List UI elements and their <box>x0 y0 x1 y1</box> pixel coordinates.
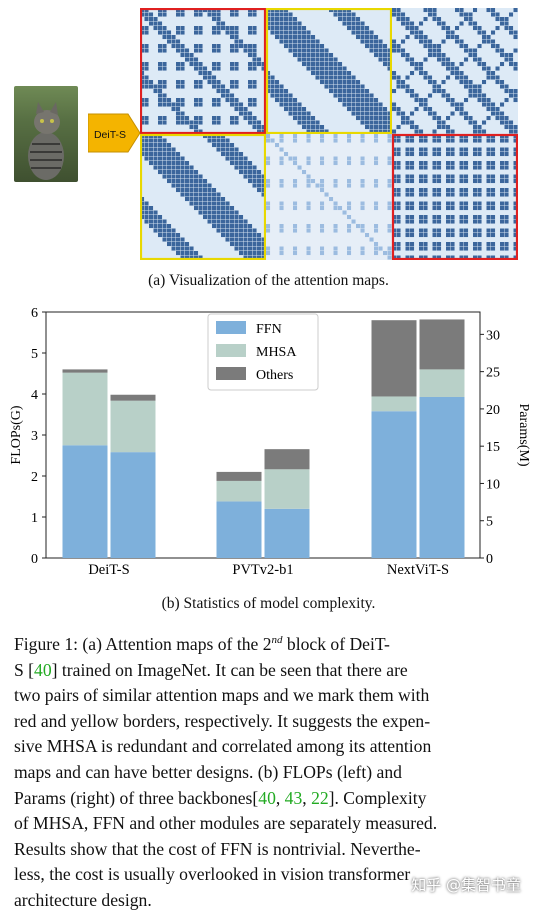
text-line: maps and can have better designs. (b) FL… <box>14 761 402 782</box>
y-tick-label-right: 20 <box>486 403 500 418</box>
bar-flops-others <box>62 369 108 373</box>
bar-params-mhsa <box>264 469 310 509</box>
cat-image <box>14 86 78 182</box>
y-tick-label-right: 30 <box>486 328 500 343</box>
y-tick-label-left: 4 <box>31 388 38 403</box>
attention-maps-grid <box>140 8 518 260</box>
chart-svg: 0 1 2 3 4 5 6 0 5 10 15 20 25 30 FLOPs(G) Params(M) DeiT… <box>9 306 531 578</box>
text-line: less, the cost is usually overlooked in … <box>14 864 411 885</box>
attention-map <box>265 8 393 135</box>
highlight-border <box>140 133 267 260</box>
bar-params-others <box>419 319 465 370</box>
y-tick-label-right: 10 <box>486 477 500 492</box>
bar-params-mhsa <box>110 400 156 453</box>
y-tick-label-right: 25 <box>486 366 500 381</box>
attention-map <box>266 134 392 260</box>
citation-link[interactable]: 43 <box>284 787 303 808</box>
citation-link[interactable]: 40 <box>258 787 276 808</box>
highlight-border <box>391 133 518 260</box>
caption-b: (b) Statistics of model complexity. <box>161 595 376 612</box>
y-tick-label-right: 15 <box>486 440 500 455</box>
attention-map-figure: DeiT-S (a) Visualization of the attentio… <box>0 0 537 300</box>
citation-link[interactable]: 40 <box>34 659 52 680</box>
bar-params-others <box>110 394 156 401</box>
legend-swatch <box>216 344 246 357</box>
y-tick-label-left: 1 <box>31 511 38 526</box>
y-tick-label-left: 5 <box>31 347 38 362</box>
attention-map <box>391 133 518 260</box>
legend-swatch <box>216 321 246 334</box>
y-tick-label-left: 3 <box>31 429 38 444</box>
text-line: Figure 1: (a) Attention maps of the 2nd … <box>14 634 390 654</box>
figure-caption-text: Figure 1: (a) Attention maps of the 2nd … <box>14 628 524 914</box>
bar-flops-ffn <box>62 445 108 558</box>
bar-flops-mhsa <box>62 372 108 446</box>
text-line: architecture design. <box>14 889 152 910</box>
y-tick-label-right: 5 <box>486 515 493 530</box>
caption-a: (a) Visualization of the attention maps. <box>148 272 389 289</box>
bar-params-others <box>264 449 310 470</box>
x-tick-label: PVTv2-b1 <box>232 562 293 578</box>
text-line: two pairs of similar attention maps and … <box>14 685 430 706</box>
text-line: Results show that the cost of FFN is non… <box>14 838 421 859</box>
y-tick-label-right: 0 <box>486 552 493 567</box>
legend-label: FFN <box>256 322 282 337</box>
text-line: S [40] trained on ImageNet. It can be se… <box>14 659 408 680</box>
bar-flops-mhsa <box>371 396 417 412</box>
bar-params-ffn <box>110 452 156 558</box>
y-axis-label-right: Params(M) <box>516 404 531 467</box>
bar-flops-others <box>216 471 262 481</box>
bar-params-ffn <box>264 508 310 558</box>
watermark: 知乎 @集智书童 <box>411 876 521 894</box>
bar-params-mhsa <box>419 369 465 397</box>
text-line: sive MHSA is redundant and correlated am… <box>14 736 432 757</box>
y-tick-label-left: 0 <box>31 552 38 567</box>
attention-map <box>392 8 518 134</box>
y-tick-label-left: 2 <box>31 470 38 485</box>
highlight-border <box>140 8 267 135</box>
text-line: of MHSA, FFN and other modules are separ… <box>14 813 438 834</box>
highlight-border <box>265 8 393 135</box>
bar-flops-ffn <box>371 411 417 558</box>
legend-swatch <box>216 367 246 380</box>
bar-flops-mhsa <box>216 480 262 502</box>
attention-map <box>140 133 267 260</box>
citation-link[interactable]: 22 <box>311 787 329 808</box>
legend-label: MHSA <box>256 345 297 360</box>
bar-params-ffn <box>419 396 465 558</box>
legend-label: Others <box>256 368 293 383</box>
complexity-chart: 0 1 2 3 4 5 6 0 5 10 15 20 25 30 FLOPs(G) Params(M) DeiT… <box>0 302 537 584</box>
bar-flops-ffn <box>216 501 262 558</box>
model-arrow: DeiT-S <box>88 113 140 153</box>
legend: FFN MHSA Others <box>207 313 319 391</box>
model-tag: DeiT-S <box>94 129 126 141</box>
text-line: Params (right) of three backbones[40, 43… <box>14 787 427 808</box>
text-line: red and yellow borders, respectively. It… <box>14 710 431 731</box>
x-tick-label: NextViT-S <box>387 562 449 578</box>
y-axis-label-left: FLOPs(G) <box>9 405 24 464</box>
bar-flops-others <box>371 320 417 397</box>
attention-map <box>140 8 267 135</box>
y-tick-label-left: 6 <box>31 306 38 321</box>
x-tick-label: DeiT-S <box>88 562 129 578</box>
